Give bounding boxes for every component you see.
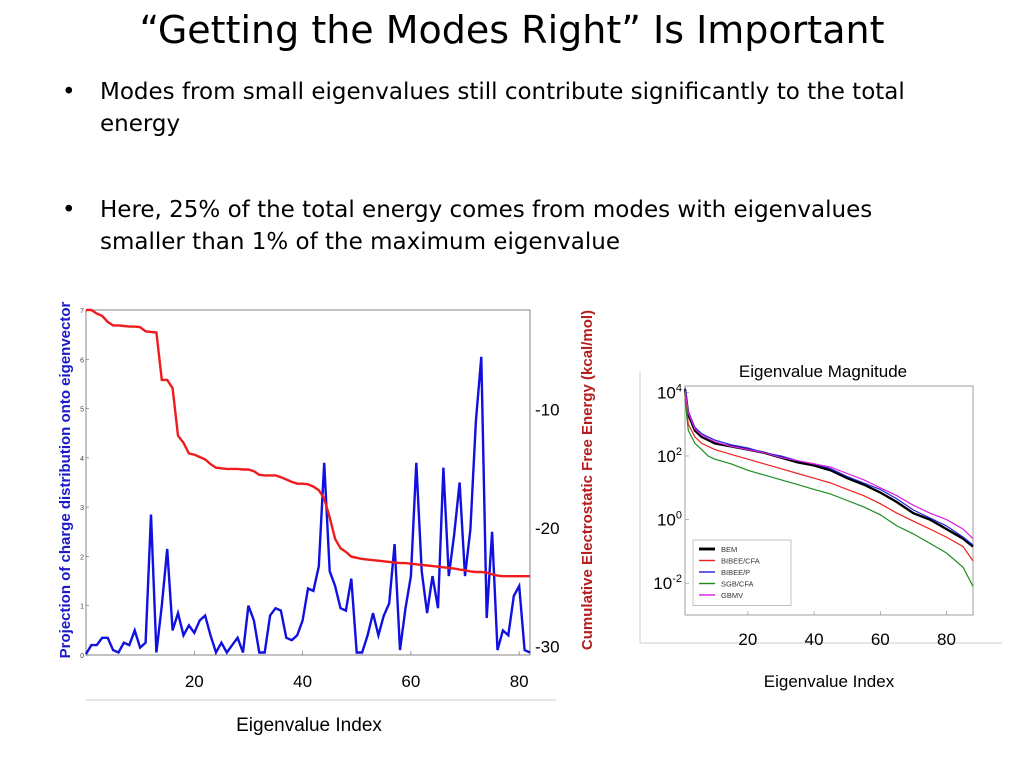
bullet-point-1: • Modes from small eigenvalues still con… xyxy=(62,76,962,140)
left-y-tick-label: 2 xyxy=(80,554,84,561)
legend-label: BIBEE/P xyxy=(721,568,750,577)
right-y-tick-label: -10 xyxy=(535,401,560,420)
bullet-dot: • xyxy=(62,79,76,105)
left-y-axis-label: Projection of charge distribution onto e… xyxy=(57,301,74,658)
series-line-gbmv xyxy=(684,390,974,540)
right-y-tick-label: -30 xyxy=(535,638,560,657)
left-y-tick-label: 3 xyxy=(80,505,84,512)
left-x-tick-label: 40 xyxy=(293,672,312,691)
bullet-text-2: Here, 25% of the total energy comes from… xyxy=(100,197,873,255)
left-plot-frame xyxy=(85,309,531,656)
series-line-bem xyxy=(683,389,974,548)
right-chart-series xyxy=(683,387,974,587)
projection-series-line xyxy=(84,356,531,656)
left-x-tick-label: 60 xyxy=(401,672,420,691)
bullet-point-2: • Here, 25% of the total energy comes fr… xyxy=(62,194,962,258)
left-y-tick-label: 1 xyxy=(80,604,84,611)
right-y-tick-label: -20 xyxy=(535,519,560,538)
slide-title: “Getting the Modes Right” Is Important xyxy=(139,8,885,52)
right-x-axis-label: Eigenvalue Index xyxy=(764,672,895,691)
energy-series-line xyxy=(86,308,530,578)
bullet-dot: • xyxy=(62,197,76,223)
series-line-bibee-cfa xyxy=(684,395,974,562)
right-y-tick-label: 104 xyxy=(657,382,682,402)
left-y-tick-label: 5 xyxy=(80,407,84,414)
right-chart-x-ticks: 20 40 60 80 xyxy=(738,611,956,649)
right-plot-frame xyxy=(684,385,974,616)
legend-label: BIBEE/CFA xyxy=(721,557,760,566)
right-y-tick-label: 102 xyxy=(657,446,682,466)
left-x-tick-label: 20 xyxy=(185,672,204,691)
left-y-tick-label: 0 xyxy=(80,653,84,660)
left-y-tick-label: 6 xyxy=(80,357,84,364)
left-x-ticks: 20 40 60 80 xyxy=(185,651,529,691)
right-x-tick-label: 60 xyxy=(871,630,890,649)
bullet-text-1: Modes from small eigenvalues still contr… xyxy=(100,79,905,137)
right-y-tick-label: 100 xyxy=(657,510,682,530)
right-chart-title: Eigenvalue Magnitude xyxy=(739,362,907,381)
right-x-tick-label: 40 xyxy=(805,630,824,649)
left-y-tick-label: 4 xyxy=(80,456,84,463)
legend-label: GBMV xyxy=(721,591,743,600)
right-x-tick-label: 80 xyxy=(937,630,956,649)
left-y-tick-label: 7 xyxy=(80,308,84,315)
right-y-axis-label: Cumulative Electrostatic Free Energy (kc… xyxy=(579,310,596,650)
legend-label: SGB/CFA xyxy=(721,580,754,589)
right-chart-y-ticks: 104 102 100 10-2 xyxy=(653,382,689,593)
left-x-tick-label: 80 xyxy=(510,672,529,691)
left-y-ticks: 0 1 2 3 4 5 6 7 xyxy=(80,308,89,660)
right-y-ticks: -10 -20 -30 xyxy=(535,401,560,657)
series-line-sgb-cfa xyxy=(684,398,974,587)
right-y-tick-label: 10-2 xyxy=(653,573,682,593)
legend: BEM BIBEE/CFA BIBEE/P SGB/CFA GBMV xyxy=(692,539,792,606)
left-x-axis-label: Eigenvalue Index xyxy=(236,715,382,736)
right-x-tick-label: 20 xyxy=(738,630,757,649)
legend-label: BEM xyxy=(721,545,737,554)
